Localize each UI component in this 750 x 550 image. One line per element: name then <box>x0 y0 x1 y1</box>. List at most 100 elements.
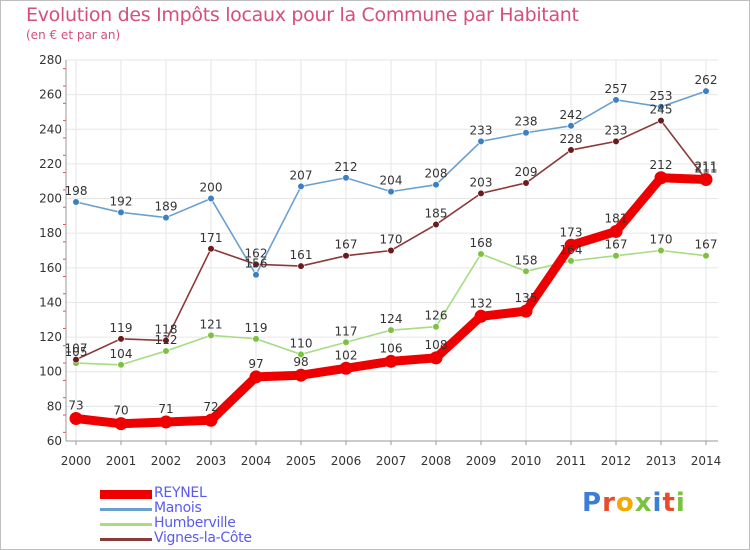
data-label-reynel: 97 <box>248 357 263 371</box>
data-label-vignes-la-c-te: 203 <box>470 175 493 189</box>
data-label-manois: 156 <box>245 257 268 271</box>
data-label-humberville: 124 <box>380 312 403 326</box>
data-label-manois: 233 <box>470 123 493 137</box>
data-label-humberville: 167 <box>695 238 718 252</box>
data-point-reynel <box>564 238 578 252</box>
x-tick-label: 2001 <box>106 454 137 468</box>
data-label-reynel: 102 <box>335 348 358 362</box>
data-point-vignes-la-c-te <box>567 146 575 154</box>
data-label-humberville: 168 <box>470 236 493 250</box>
data-point-humberville <box>432 323 440 331</box>
logo-letter: t <box>662 488 676 518</box>
data-point-manois <box>162 213 170 222</box>
y-tick-label: 80 <box>47 399 62 413</box>
data-label-humberville: 117 <box>335 324 358 338</box>
data-point-reynel <box>114 417 128 431</box>
data-label-reynel: 108 <box>425 338 448 352</box>
data-point-reynel <box>384 354 398 368</box>
data-label-vignes-la-c-te: 185 <box>425 207 448 221</box>
legend-label-vignes: Vignes-la-Côte <box>154 530 252 546</box>
y-tick-label: 180 <box>39 226 62 240</box>
data-label-manois: 200 <box>200 181 223 195</box>
logo-letter: r <box>602 488 616 518</box>
data-label-vignes-la-c-te: 170 <box>380 233 403 247</box>
data-label-reynel: 173 <box>560 225 583 239</box>
legend-label-humberville: Humberville <box>154 515 236 531</box>
x-tick-label: 2007 <box>376 454 407 468</box>
data-label-manois: 208 <box>425 167 448 181</box>
legend-label-reynel: REYNEL <box>154 485 207 501</box>
x-tick-label: 2012 <box>601 454 632 468</box>
data-point-vignes-la-c-te <box>657 117 665 125</box>
data-point-vignes-la-c-te <box>387 246 395 255</box>
data-point-vignes-la-c-te <box>477 189 485 197</box>
data-point-reynel <box>519 304 533 318</box>
data-label-vignes-la-c-te: 228 <box>560 132 583 146</box>
legend-swatch-reynel <box>100 490 152 499</box>
y-tick-label: 160 <box>39 261 62 275</box>
legend-label-manois: Manois <box>154 500 202 516</box>
data-point-manois <box>567 122 575 130</box>
x-tick-label: 2013 <box>646 454 677 468</box>
legend-swatch-manois <box>100 508 152 511</box>
data-point-humberville <box>477 250 485 258</box>
data-label-vignes-la-c-te: 161 <box>290 248 313 262</box>
x-tick-label: 2004 <box>241 454 272 468</box>
data-point-manois <box>297 182 305 191</box>
data-label-reynel: 71 <box>158 402 173 416</box>
data-label-manois: 253 <box>650 89 673 103</box>
data-point-manois <box>207 194 215 203</box>
data-label-humberville: 110 <box>290 336 313 350</box>
data-point-vignes-la-c-te <box>342 252 350 260</box>
data-point-manois <box>387 188 395 196</box>
data-point-humberville <box>387 326 395 334</box>
data-label-manois: 262 <box>695 73 718 87</box>
proxiti-logo: Proxiti <box>582 488 686 518</box>
chart-title: Evolution des Impôts locaux pour la Comm… <box>26 4 579 26</box>
data-label-reynel: 181 <box>605 211 628 225</box>
data-label-manois: 192 <box>110 194 133 208</box>
logo-letter: o <box>615 488 635 518</box>
data-label-manois: 198 <box>65 184 88 198</box>
data-point-vignes-la-c-te <box>522 179 530 187</box>
data-point-manois <box>117 208 125 216</box>
y-tick-label: 260 <box>39 88 62 102</box>
logo-letter: i <box>675 488 686 518</box>
data-label-vignes-la-c-te: 211 <box>695 161 718 175</box>
y-tick-label: 200 <box>39 192 62 206</box>
data-point-humberville <box>522 267 530 275</box>
data-label-manois: 189 <box>155 200 178 214</box>
data-label-manois: 257 <box>605 82 628 96</box>
data-point-manois <box>72 198 80 206</box>
x-tick-label: 2006 <box>331 454 362 468</box>
data-point-vignes-la-c-te <box>612 137 620 145</box>
data-point-reynel <box>159 415 173 429</box>
data-label-vignes-la-c-te: 167 <box>335 238 358 252</box>
data-label-manois: 242 <box>560 108 583 122</box>
data-label-humberville: 167 <box>605 238 628 252</box>
data-point-humberville <box>612 252 620 260</box>
y-tick-label: 240 <box>39 122 62 136</box>
data-point-reynel <box>699 172 713 186</box>
y-tick-label: 120 <box>39 330 62 344</box>
data-point-manois <box>252 271 260 279</box>
data-point-humberville <box>702 252 710 260</box>
data-point-manois <box>702 87 710 95</box>
data-label-vignes-la-c-te: 119 <box>110 321 133 335</box>
data-point-vignes-la-c-te <box>207 245 215 253</box>
data-point-humberville <box>207 331 215 339</box>
data-label-manois: 212 <box>335 160 358 174</box>
data-point-humberville <box>567 257 575 265</box>
data-label-reynel: 98 <box>293 355 308 369</box>
x-tick-label: 2003 <box>196 454 227 468</box>
y-tick-label: 60 <box>47 434 62 448</box>
logo-letter: x <box>634 488 653 518</box>
data-label-reynel: 73 <box>68 398 83 412</box>
data-label-reynel: 70 <box>113 404 128 418</box>
data-point-manois <box>342 174 350 182</box>
data-point-reynel <box>609 224 623 238</box>
y-tick-label: 280 <box>39 53 62 67</box>
x-tick-label: 2010 <box>511 454 542 468</box>
data-label-humberville: 105 <box>65 345 88 359</box>
